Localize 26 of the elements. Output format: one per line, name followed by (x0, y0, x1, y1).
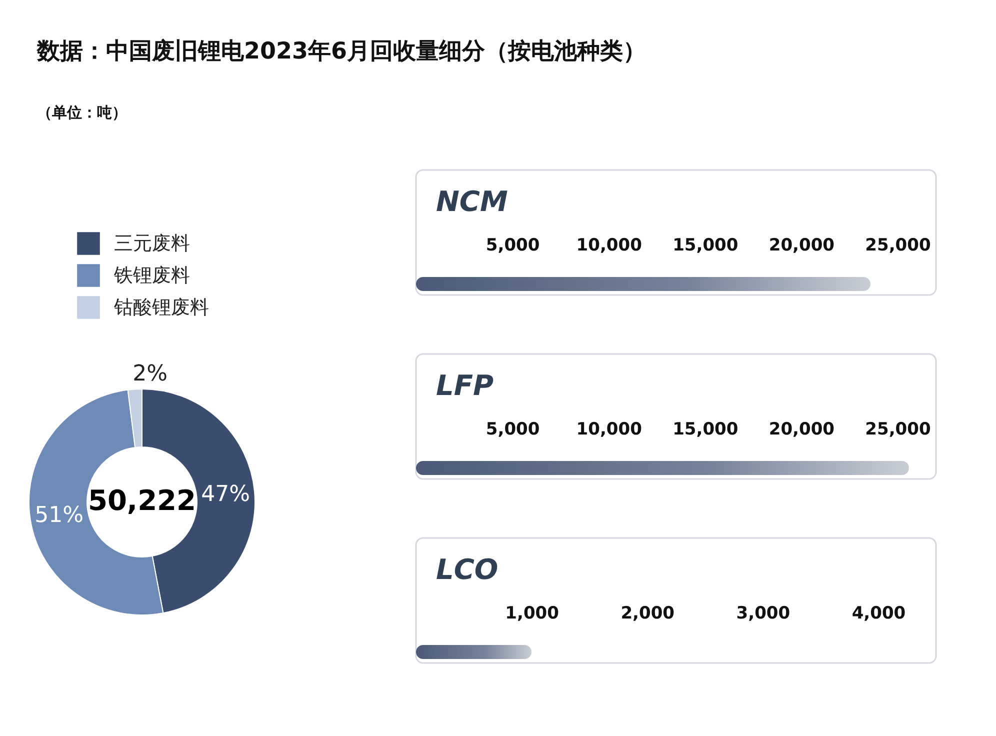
x-tick-label: 10,000 (576, 236, 642, 256)
chart-subtitle: （单位：吨） (37, 103, 127, 122)
x-tick-label: 25,000 (865, 420, 931, 440)
legend-label: 三元废料 (114, 232, 190, 254)
x-tick-label: 3,000 (736, 604, 790, 624)
text: 数据：中国废旧锂电2023年6月回收量细分（按电池种类） (36, 38, 646, 64)
x-tick-label: 15,000 (672, 236, 738, 256)
x-tick-label: 20,000 (768, 420, 835, 440)
x-tick-label: 4,000 (852, 604, 906, 624)
text: 50,222 (88, 484, 196, 517)
x-tick-label: 15,000 (672, 420, 738, 440)
data-label: 47% (201, 482, 250, 508)
x-tick-label: 10,000 (576, 420, 642, 440)
y-tick-label: LFP (436, 369, 494, 402)
x-tick-label: 25,000 (865, 236, 931, 256)
x-tick-label: 5,000 (486, 236, 540, 256)
y-tick-label: NCM (436, 185, 508, 218)
y-tick-label: LCO (436, 553, 498, 586)
x-tick-label: 2,000 (620, 604, 675, 624)
legend-label: 铁锂废料 (113, 264, 190, 286)
x-tick-label: 20,000 (768, 236, 835, 256)
legend-label: 钴酸锂废料 (113, 296, 209, 318)
x-tick-label: 1,000 (505, 604, 560, 624)
data-label: 2% (132, 361, 168, 386)
x-tick-label: 5,000 (486, 420, 540, 440)
data-label: 51% (34, 503, 84, 528)
